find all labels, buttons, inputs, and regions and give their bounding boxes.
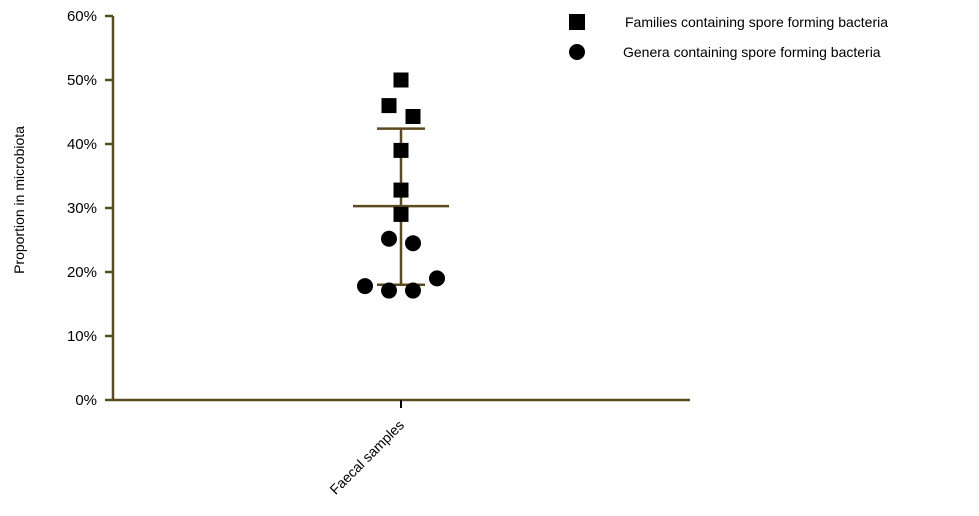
data-point-square [393, 142, 409, 158]
data-points [357, 72, 445, 299]
data-point-square [393, 182, 409, 198]
y-axis-title: Proportion in microbiota [11, 126, 27, 274]
legend-marker-square [569, 14, 585, 30]
x-category-label: Faecal samples [326, 417, 407, 498]
y-tick-label: 60% [67, 8, 97, 25]
y-tick-label: 0% [75, 392, 97, 409]
data-point-circle [381, 282, 397, 299]
data-point-square [393, 206, 409, 222]
y-tick-label: 20% [67, 264, 97, 281]
data-point-square [381, 98, 397, 114]
data-point-circle [357, 278, 373, 295]
data-point-square [393, 72, 409, 88]
y-tick-label: 10% [67, 328, 97, 345]
y-ticks: 0% 10% 20% 30% 40% 50% 60% [67, 8, 113, 409]
legend-label: Families containing spore forming bacter… [625, 14, 888, 30]
y-tick-label: 50% [67, 72, 97, 89]
legend: Families containing spore forming bacter… [569, 14, 888, 60]
data-point-square [405, 108, 421, 124]
legend-label: Genera containing spore forming bacteria [623, 44, 881, 60]
x-categories: Faecal samples [326, 400, 407, 497]
legend-marker-circle [569, 44, 585, 60]
data-point-circle [381, 230, 397, 247]
y-tick-label: 30% [67, 200, 97, 217]
data-point-circle [405, 235, 421, 252]
y-tick-label: 40% [67, 136, 97, 153]
data-point-circle [429, 270, 445, 287]
data-point-circle [405, 282, 421, 299]
